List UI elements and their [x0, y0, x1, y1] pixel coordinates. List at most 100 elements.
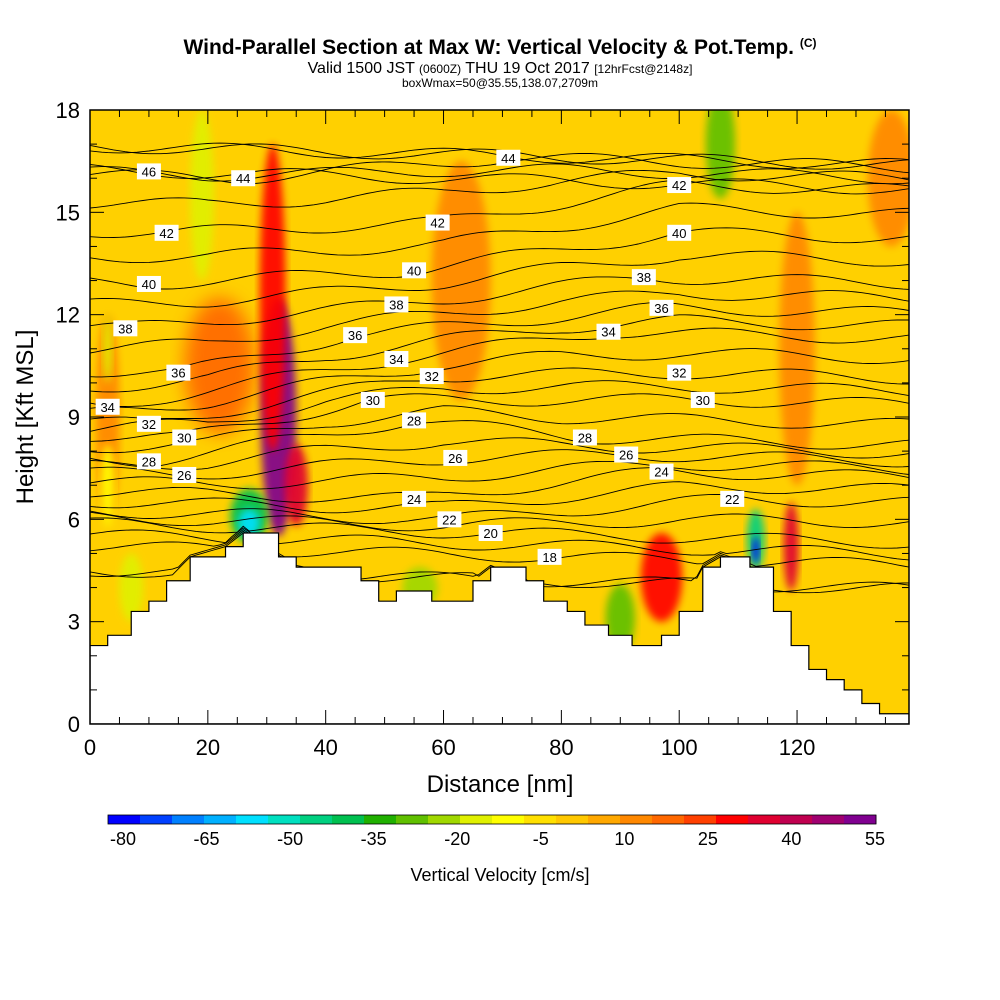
y-axis-label: Height [Kft MSL]	[12, 330, 39, 505]
isentrope-label-text: 28	[578, 430, 592, 445]
isentrope-25	[90, 460, 909, 490]
isentrope-label-box	[402, 490, 427, 507]
isentrope-label-text: 28	[142, 454, 156, 469]
x-tick-label-120: 120	[779, 735, 816, 760]
isentrope-label-box	[596, 323, 621, 340]
isentrope-label-text: 32	[142, 417, 156, 432]
colorbar-swatch	[140, 815, 173, 824]
isentrope-label-24: 24	[402, 490, 427, 507]
isentrope-34	[90, 327, 909, 407]
isentrope-label-26: 26	[614, 446, 639, 463]
isentrope-label-text: 26	[448, 451, 462, 466]
isentrope-label-text: 44	[236, 171, 250, 186]
colorbar-title: Vertical Velocity [cm/s]	[410, 865, 589, 885]
colorbar-swatch	[428, 815, 461, 824]
isentrope-label-text: 36	[348, 328, 362, 343]
isentrope-label-box	[172, 466, 197, 483]
isentrope-label-30: 30	[360, 391, 385, 408]
x-axis: 0 20 40 60 80 100 120	[84, 110, 886, 760]
isentrope-label-box	[614, 446, 639, 463]
colorbar-swatch	[684, 815, 717, 824]
isentrope-label-box	[154, 224, 179, 241]
isentrope-label-text: 38	[389, 297, 403, 312]
isentrope-45	[90, 163, 909, 185]
isentrope-label-box	[343, 327, 368, 344]
colorbar-swatch	[172, 815, 205, 824]
isentrope-label-text: 40	[672, 226, 686, 241]
chart-title-text: Wind-Parallel Section at Max W: Vertical…	[183, 36, 794, 59]
isentrope-30	[90, 393, 909, 442]
colorbar-swatch	[332, 815, 365, 824]
colorbar-frame	[107, 814, 877, 825]
isentrope-label-28: 28	[402, 412, 427, 429]
colorbar-label-10: 10	[614, 829, 634, 849]
isentrope-label-text: 42	[159, 226, 173, 241]
plot-area: 46 44 44 42 42 42 40 40 40 38 38 38 36 36 36 34 34 34 32 32…	[90, 110, 909, 724]
isentrope-label-text: 42	[430, 216, 444, 231]
colorbar-label--5: -5	[533, 829, 549, 849]
isentrope-label-34: 34	[384, 351, 409, 368]
colorbar-swatch	[396, 815, 429, 824]
isentrope-31	[90, 380, 909, 432]
isentrope-label-box	[384, 351, 409, 368]
colorbar-label--50: -50	[277, 829, 303, 849]
isentrope-label-24: 24	[649, 463, 674, 480]
subtitle-date: THU 19 Oct 2017	[465, 60, 590, 77]
isentrope-label-26: 26	[443, 449, 468, 466]
isentrope-label-text: 24	[407, 492, 421, 507]
y-tick-label-3: 3	[68, 610, 80, 635]
isentrope-28	[90, 420, 909, 468]
isentrope-label-30: 30	[172, 429, 197, 446]
isentrope-label-text: 36	[654, 301, 668, 316]
isentrope-label-box	[402, 412, 427, 429]
isentrope-label-28: 28	[136, 453, 161, 470]
isentrope-label-36: 36	[343, 327, 368, 344]
isentrope-21	[90, 511, 909, 532]
isentrope-36	[90, 301, 909, 378]
y-tick-label-0: 0	[68, 712, 80, 737]
isentrope-label-40: 40	[667, 224, 692, 241]
velocity-feature-18	[119, 553, 144, 622]
isentrope-label-box	[402, 262, 427, 279]
isentrope-label-text: 36	[171, 366, 185, 381]
isentrope-37	[90, 290, 909, 354]
colorbar-swatch	[524, 815, 557, 824]
velocity-feature-4	[431, 161, 491, 400]
subtitle-fcst: [12hrFcst@2148z]	[594, 62, 693, 76]
isentrope-46	[90, 164, 909, 195]
isentrope-label-box	[667, 224, 692, 241]
colorbar-swatch	[652, 815, 685, 824]
isentrope-label-46: 46	[136, 163, 161, 180]
isentrope-38	[90, 274, 909, 327]
colorbar-label-55: 55	[865, 829, 885, 849]
isentrope-23	[90, 481, 909, 514]
isentrope-label-42: 42	[425, 214, 450, 231]
isentrope-label-box	[384, 296, 409, 313]
isentrope-label-32: 32	[136, 415, 161, 432]
isentrope-label-box	[166, 364, 191, 381]
x-tick-label-80: 80	[549, 735, 573, 760]
isentrope-label-box	[136, 275, 161, 292]
isentrope-label-36: 36	[166, 364, 191, 381]
isentrope-label-text: 40	[407, 263, 421, 278]
isentrope-label-42: 42	[154, 224, 179, 241]
colorbar-swatch	[780, 815, 813, 824]
isentrope-label-box	[419, 368, 444, 385]
colorbar-label-25: 25	[698, 829, 718, 849]
isentrope-label-text: 22	[725, 492, 739, 507]
isentrope-label-text: 26	[177, 468, 191, 483]
colorbar-swatch	[492, 815, 525, 824]
isentrope-label-text: 28	[407, 413, 421, 428]
velocity-feature-20	[100, 444, 115, 527]
isentrope-35	[90, 314, 909, 393]
x-axis-label: Distance [nm]	[427, 771, 574, 798]
colorbar-label--80: -80	[110, 829, 136, 849]
chart-subtitle: Valid 1500 JST (0600Z) THU 19 Oct 2017 […	[0, 60, 1000, 78]
isentrope-39	[90, 250, 909, 308]
colorbar-swatch	[204, 815, 237, 824]
colorbar-swatch	[300, 815, 333, 824]
isentrope-label-box	[720, 490, 745, 507]
isentrope-label-38: 38	[113, 320, 138, 337]
isentrope-label-box	[437, 511, 462, 528]
